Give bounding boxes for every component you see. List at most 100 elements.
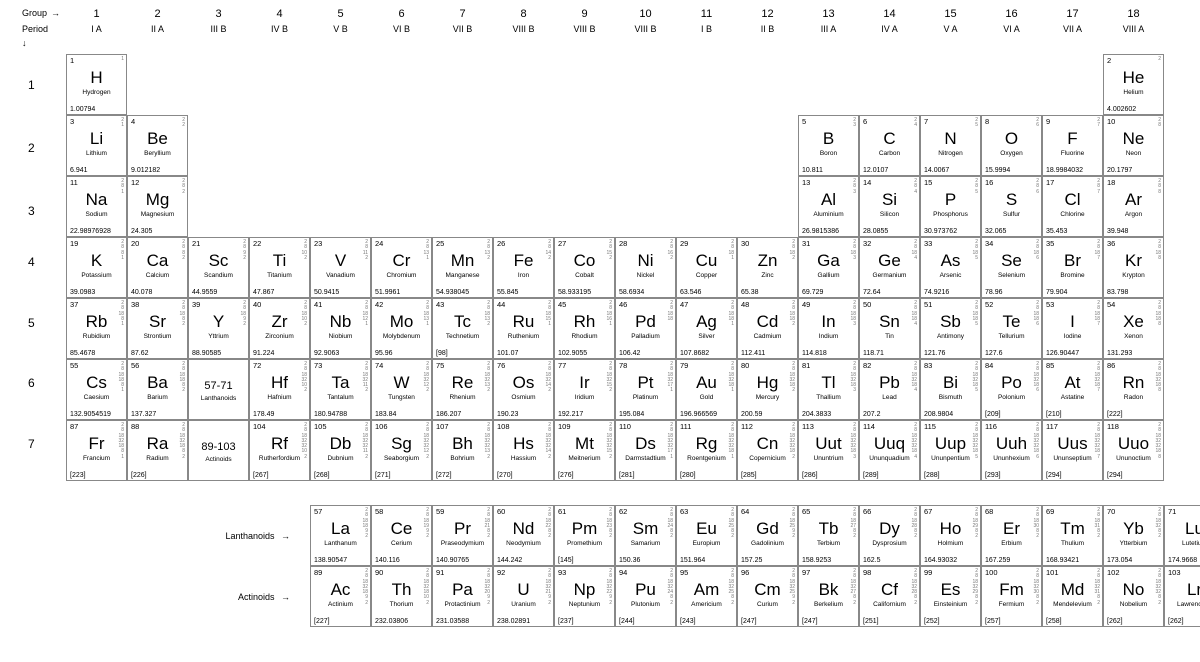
element-cell: 3328185AsArsenic74.9216 [920,237,981,298]
element-name: Europium [680,540,733,547]
atomic-number: 116 [985,423,1038,431]
element-name: Cadmium [741,333,794,340]
element-symbol: Ru [497,313,550,330]
series-placeholder: 57-71Lanthanoids [188,359,249,420]
atomic-mass: [272] [436,472,489,479]
element-cell: 212892ScScandium44.9559 [188,237,249,298]
element-symbol: Uuo [1107,435,1160,452]
electron-shell: 28142 [545,240,551,261]
element-symbol: Np [558,581,611,598]
electron-shell: 2818322982 [972,569,978,606]
electron-shell: 28182882 [911,508,917,540]
atomic-number: 46 [619,301,672,309]
element-cell: 5628181882BaBarium137.327 [127,359,188,420]
element-name: Actinium [314,601,367,608]
electron-shell: 28181992 [423,508,429,540]
series-label: Actinoids [155,592,290,602]
atomic-mass: 231.03588 [436,618,489,625]
atomic-mass: 87.62 [131,350,184,357]
atomic-mass: 69.729 [802,289,855,296]
element-symbol: Na [70,191,123,208]
atomic-number: 45 [558,301,611,309]
atomic-number: 106 [375,423,428,431]
element-cell: 952818322582AmAmericium[243] [676,566,737,627]
atomic-mass: 140.116 [375,557,428,564]
atomic-mass: [251] [863,618,916,625]
electron-shell: 281882 [179,301,185,327]
element-symbol: Md [1046,581,1099,598]
atomic-mass: 1.00794 [70,106,123,113]
element-symbol: Hs [497,435,550,452]
electron-shell: 2818323282 [1155,569,1161,606]
atomic-mass: 192.217 [558,411,611,418]
electron-shell: 2818187 [1094,301,1100,327]
atomic-number: 53 [1046,301,1099,309]
period-number: 6 [28,376,35,390]
element-symbol: Pd [619,313,672,330]
atomic-mass: [285] [741,472,794,479]
electron-shell: 28183232122 [423,423,429,460]
electron-shell: 281881 [118,301,124,327]
atomic-number: 103 [1168,569,1200,577]
element-name: Xenon [1107,333,1160,340]
atomic-number: 77 [558,362,611,370]
element-name: Meitnerium [558,455,611,462]
atomic-mass: 44.9559 [192,289,245,296]
group-number: 12 [737,8,798,20]
atomic-mass: [294] [1046,472,1099,479]
electron-shell: 286 [1036,179,1039,195]
atomic-number: 30 [741,240,794,248]
element-symbol: Nd [497,520,550,537]
element-symbol: Nb [314,313,367,330]
element-symbol: Mt [558,435,611,452]
element-name: Rutherfordium [253,455,306,462]
element-cell: 12282MgMagnesium24.305 [127,176,188,237]
atomic-mass: 101.07 [497,350,550,357]
element-name: Uranium [497,601,550,608]
atomic-mass: [252] [924,618,977,625]
element-cell: 18288ArArgon39.948 [1103,176,1164,237]
group-label: VIII B [493,24,554,34]
element-symbol: Sb [924,313,977,330]
element-cell: 3128183GaGallium69.729 [798,237,859,298]
element-name: Californium [863,601,916,608]
atomic-mass: [267] [253,472,306,479]
element-name: Berkelium [802,601,855,608]
group-label: I B [676,24,737,34]
atomic-mass: 88.90585 [192,350,245,357]
element-name: Promethium [558,540,611,547]
element-name: Zirconium [253,333,306,340]
electron-shell: 28183 [850,240,856,261]
element-name: Ununhexium [985,455,1038,462]
atomic-mass: 32.065 [985,228,1038,235]
element-name: Yttrium [192,333,245,340]
element-symbol: Ac [314,581,367,598]
electron-shell: 2818131 [423,301,429,327]
group-label: VI B [371,24,432,34]
atomic-number: 67 [924,508,977,516]
group-number: 16 [981,8,1042,20]
element-cell: 11HHydrogen1.00794 [66,54,127,115]
atomic-number: 59 [436,508,489,516]
group-number: 10 [615,8,676,20]
atomic-number: 60 [497,508,550,516]
element-cell: 412818121NbNiobium92.9063 [310,298,371,359]
element-name: Ruthenium [497,333,550,340]
group-label: IV A [859,24,920,34]
element-cell: 422BeBeryllium9.012182 [127,115,188,176]
element-name: Nitrogen [924,150,977,157]
element-symbol: Ba [131,374,184,391]
element-name: Thulium [1046,540,1099,547]
group-number: 14 [859,8,920,20]
element-cell: 10728183232132BhBohrium[272] [432,420,493,481]
atomic-number: 9 [1046,118,1099,126]
atomic-mass: 92.9063 [314,350,367,357]
element-name: Potassium [70,272,123,279]
atomic-mass: 51.9961 [375,289,428,296]
atomic-number: 24 [375,240,428,248]
atomic-number: 89 [314,569,367,577]
electron-shell: 28181881 [118,362,124,394]
electron-shell: 25 [975,118,978,129]
element-symbol: O [985,130,1038,147]
atomic-number: 109 [558,423,611,431]
